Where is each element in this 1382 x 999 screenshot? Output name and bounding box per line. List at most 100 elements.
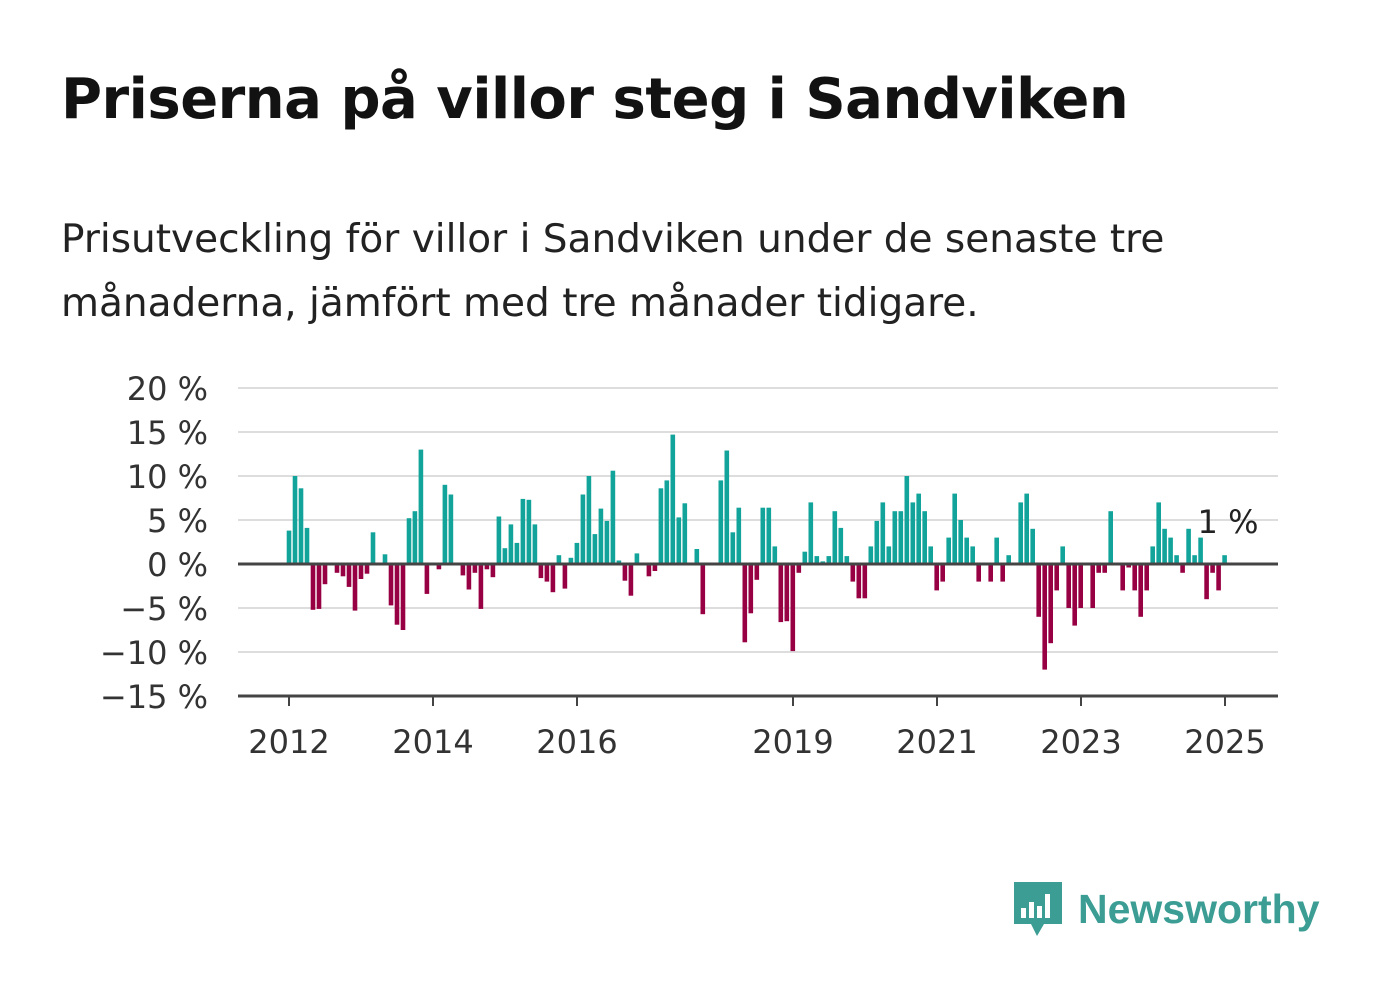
bar xyxy=(460,564,466,576)
bar xyxy=(1030,528,1035,564)
bar xyxy=(1204,564,1209,600)
chart-subtitle: Prisutveckling för villor i Sandviken un… xyxy=(61,217,1165,326)
bar xyxy=(766,507,772,564)
bar xyxy=(772,546,778,564)
bar xyxy=(310,564,316,610)
bar xyxy=(682,503,688,564)
y-tick-label: −10 % xyxy=(100,634,208,672)
bar xyxy=(1192,555,1197,564)
bar xyxy=(1102,564,1107,573)
bar xyxy=(346,564,352,587)
bar xyxy=(598,508,604,564)
bar xyxy=(1042,564,1047,670)
bar xyxy=(298,488,304,564)
bar xyxy=(832,511,838,564)
bar xyxy=(568,557,574,564)
bar xyxy=(418,449,424,564)
bar xyxy=(796,564,802,573)
bar xyxy=(574,542,580,564)
bar xyxy=(544,564,550,582)
bar xyxy=(1150,546,1155,564)
axes xyxy=(238,562,1278,698)
bar xyxy=(610,470,616,564)
bars xyxy=(286,434,1227,670)
bar xyxy=(412,511,418,564)
bar xyxy=(964,537,969,564)
bar xyxy=(856,564,862,599)
bar xyxy=(316,564,322,609)
chart-title: Priserna på villor steg i Sandviken xyxy=(61,67,1129,132)
bar xyxy=(1180,564,1185,573)
bar xyxy=(904,476,910,564)
y-axis-tick-labels: 20 % 15 % 10 % 5 % 0 % −5 % −10 % −15 % xyxy=(100,370,208,716)
bar xyxy=(1096,564,1101,573)
bar xyxy=(1144,564,1149,591)
y-tick-label: −5 % xyxy=(120,590,208,628)
bar xyxy=(730,532,736,564)
bar xyxy=(352,564,358,611)
bar xyxy=(400,564,406,630)
bar xyxy=(556,555,562,564)
bar xyxy=(550,564,556,593)
bar xyxy=(616,560,622,564)
bar xyxy=(1054,564,1059,591)
bar xyxy=(676,517,682,564)
x-tick-label: 2025 xyxy=(1184,723,1265,761)
bar xyxy=(472,564,478,573)
bar xyxy=(844,556,850,564)
bar xyxy=(322,564,328,585)
y-tick-label: −15 % xyxy=(100,678,208,716)
bar xyxy=(580,494,586,564)
y-tick-label: 10 % xyxy=(127,458,208,496)
bar xyxy=(484,564,490,570)
x-tick-label: 2014 xyxy=(392,723,473,761)
bar xyxy=(334,564,340,573)
bar xyxy=(658,488,664,564)
bar xyxy=(1216,564,1221,591)
bar xyxy=(718,480,724,564)
bar xyxy=(742,564,748,643)
newsworthy-brand[interactable]: Newsworthy xyxy=(1010,878,1320,940)
bar xyxy=(592,534,598,564)
bar xyxy=(898,511,904,564)
bar xyxy=(934,564,939,591)
bar xyxy=(1168,537,1173,564)
bar xyxy=(1018,502,1023,564)
bar xyxy=(1078,564,1083,608)
bar xyxy=(340,564,346,577)
bar xyxy=(1120,564,1125,591)
bar xyxy=(370,532,376,564)
bar xyxy=(424,564,430,594)
bar xyxy=(1000,564,1005,582)
bar xyxy=(940,564,945,582)
bar xyxy=(892,511,898,564)
bar xyxy=(1024,493,1029,564)
bar xyxy=(292,476,298,564)
x-tick-label: 2023 xyxy=(1040,723,1121,761)
bar xyxy=(286,530,292,564)
bar xyxy=(670,434,676,564)
bar xyxy=(1138,564,1143,617)
y-tick-label: 15 % xyxy=(127,414,208,452)
bar xyxy=(1090,564,1095,608)
bar xyxy=(508,524,514,564)
bar xyxy=(988,564,993,582)
bar xyxy=(808,502,814,564)
bar xyxy=(1198,537,1203,564)
x-tick-label: 2019 xyxy=(752,723,833,761)
bar xyxy=(382,554,388,564)
bar xyxy=(814,556,820,564)
bar xyxy=(664,480,670,564)
bar xyxy=(1072,564,1077,626)
bar xyxy=(1036,564,1041,617)
bar xyxy=(538,564,544,579)
bar xyxy=(970,546,975,564)
bar xyxy=(1060,546,1065,564)
bar xyxy=(994,537,999,564)
bar xyxy=(1126,564,1131,568)
bar xyxy=(628,564,634,596)
bar xyxy=(586,476,592,564)
bar xyxy=(466,564,472,590)
y-tick-label: 20 % xyxy=(127,370,208,408)
bar xyxy=(496,516,502,564)
